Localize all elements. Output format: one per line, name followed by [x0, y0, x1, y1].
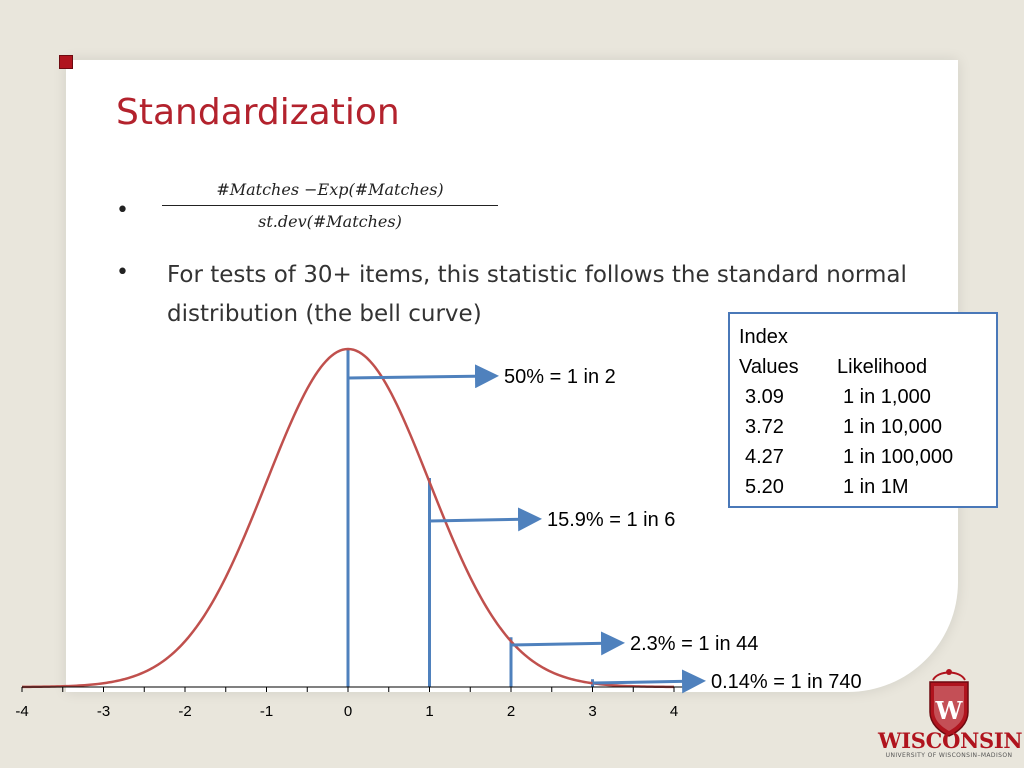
- table-header-values: Values: [739, 356, 799, 378]
- likelihood-table: Index Values Likelihood 3.09 1 in 1,000 …: [728, 312, 998, 508]
- table-cell-index: 3.72: [745, 416, 784, 438]
- table-cell-likelihood: 1 in 10,000: [843, 416, 942, 438]
- table-cell-likelihood: 1 in 1,000: [843, 386, 931, 408]
- table-row: 4.27 1 in 100,000: [739, 442, 996, 472]
- table-header-index: Index: [739, 326, 788, 348]
- corner-marker: [59, 55, 73, 69]
- wisconsin-crest-logo: W: [929, 669, 969, 737]
- svg-text:W: W: [935, 696, 964, 725]
- bullet-dot-1: •: [116, 198, 129, 223]
- annotation-label: 2.3% = 1 in 44: [630, 633, 758, 655]
- table-cell-likelihood: 1 in 100,000: [843, 446, 954, 468]
- x-tick-label: -1: [260, 703, 273, 720]
- table-row: 3.72 1 in 10,000: [739, 412, 996, 442]
- x-tick-label: 1: [425, 703, 433, 720]
- wisconsin-wordmark: WISCONSIN: [878, 728, 1023, 753]
- annotation-arrow: [347, 364, 499, 389]
- x-tick-label: 3: [588, 703, 596, 720]
- x-tick-label: -2: [178, 703, 191, 720]
- x-tick-label: 4: [670, 703, 678, 720]
- x-tick-label: -3: [97, 703, 110, 720]
- table-cell-likelihood: 1 in 1M: [843, 476, 909, 498]
- annotation-arrow: [592, 669, 706, 694]
- annotation-arrow: [429, 507, 542, 532]
- bullet-text-bell-curve: For tests of 30+ items, this statistic f…: [167, 262, 907, 327]
- annotation-label: 50% = 1 in 2: [504, 366, 616, 388]
- table-cell-index: 3.09: [745, 386, 784, 408]
- x-tick-label: -4: [15, 703, 28, 720]
- wisconsin-subtitle: UNIVERSITY OF WISCONSIN–MADISON: [885, 752, 1013, 759]
- x-tick-label: 2: [507, 703, 515, 720]
- formula-denominator: st.dev(#Matches): [258, 212, 402, 231]
- table-cell-index: 4.27: [745, 446, 784, 468]
- annotation-label: 15.9% = 1 in 6: [547, 509, 675, 531]
- formula-numerator: #Matches −Exp(#Matches): [162, 180, 498, 206]
- slide-title: Standardization: [116, 92, 400, 133]
- x-tick-label: 0: [344, 703, 352, 720]
- standardization-formula: #Matches −Exp(#Matches) st.dev(#Matches): [162, 180, 498, 231]
- table-row: 5.20 1 in 1M: [739, 472, 996, 502]
- table-cell-index: 5.20: [745, 476, 784, 498]
- annotation-arrow: [510, 631, 625, 656]
- table-row: 3.09 1 in 1,000: [739, 382, 996, 412]
- bell-curve-series: [21, 347, 675, 689]
- bullet-dot-2: •: [116, 260, 129, 285]
- table-header-likelihood: Likelihood: [837, 356, 928, 378]
- annotation-label: 0.14% = 1 in 740: [711, 671, 862, 693]
